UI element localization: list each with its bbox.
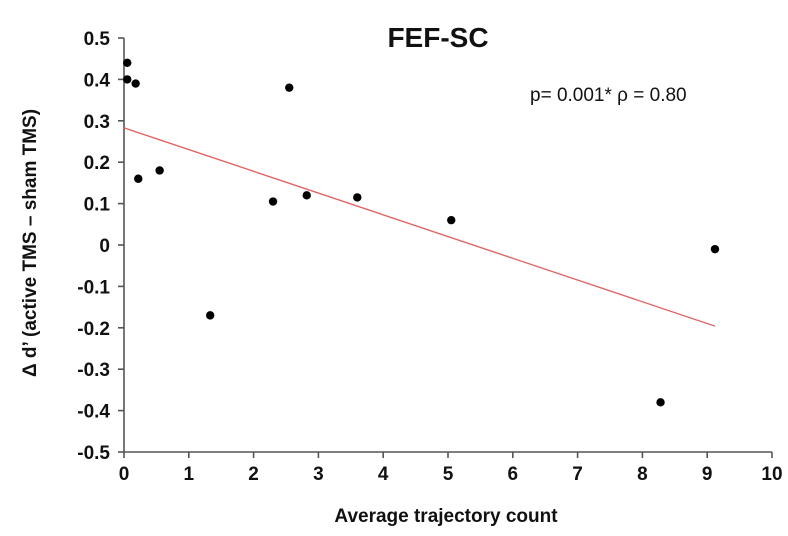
- y-tick-label: -0.4: [77, 402, 110, 423]
- data-point: [134, 175, 142, 183]
- y-tick-label: -0.2: [77, 319, 110, 340]
- y-tick-label: 0.5: [84, 29, 111, 50]
- data-point: [711, 245, 719, 253]
- y-tick-label: -0.5: [77, 443, 110, 464]
- x-tick-label: 2: [248, 464, 259, 485]
- data-point: [206, 311, 214, 319]
- x-tick-label: 8: [637, 464, 648, 485]
- data-point: [123, 59, 131, 67]
- x-tick-label: 6: [508, 464, 519, 485]
- stats-annotation: p= 0.001* ρ = 0.80: [530, 85, 687, 106]
- x-tick-label: 9: [702, 464, 713, 485]
- y-tick-label: 0.4: [84, 70, 111, 91]
- x-tick-label: 5: [443, 464, 454, 485]
- x-tick-label: 3: [313, 464, 324, 485]
- data-point: [303, 191, 311, 199]
- data-point: [353, 193, 361, 201]
- data-point: [447, 216, 455, 224]
- data-point: [656, 398, 664, 406]
- y-axis-label: Δ d’ (active TMS – sham TMS): [20, 109, 41, 377]
- y-tick-label: 0.3: [84, 112, 110, 133]
- x-tick-label: 10: [761, 464, 782, 485]
- y-tick-label: -0.3: [77, 360, 110, 381]
- data-points: [123, 59, 719, 407]
- x-axis-label: Average trajectory count: [334, 506, 558, 527]
- y-axis-ticks: 0.5 0.4 0.3 0.2 0.1 0 -0.1 -0.2 -0.3 -0.4 -0.5: [77, 29, 124, 464]
- y-tick-label: 0.2: [84, 153, 110, 174]
- data-point: [269, 197, 277, 205]
- data-point: [131, 79, 139, 87]
- x-tick-label: 4: [378, 464, 389, 485]
- data-point: [123, 75, 131, 83]
- x-tick-label: 7: [572, 464, 583, 485]
- chart-title: FEF-SC: [387, 22, 488, 53]
- data-point: [155, 166, 163, 174]
- y-tick-label: -0.1: [77, 277, 110, 298]
- x-tick-label: 1: [184, 464, 195, 485]
- x-tick-label: 0: [119, 464, 130, 485]
- y-tick-label: 0: [99, 236, 110, 257]
- x-axis-ticks: 0 1 2 3 4 5 6 7 8 9 10: [119, 452, 783, 485]
- y-tick-label: 0.1: [84, 195, 111, 216]
- data-point: [285, 83, 293, 91]
- trendline-group: [124, 128, 715, 326]
- trendline: [124, 128, 715, 326]
